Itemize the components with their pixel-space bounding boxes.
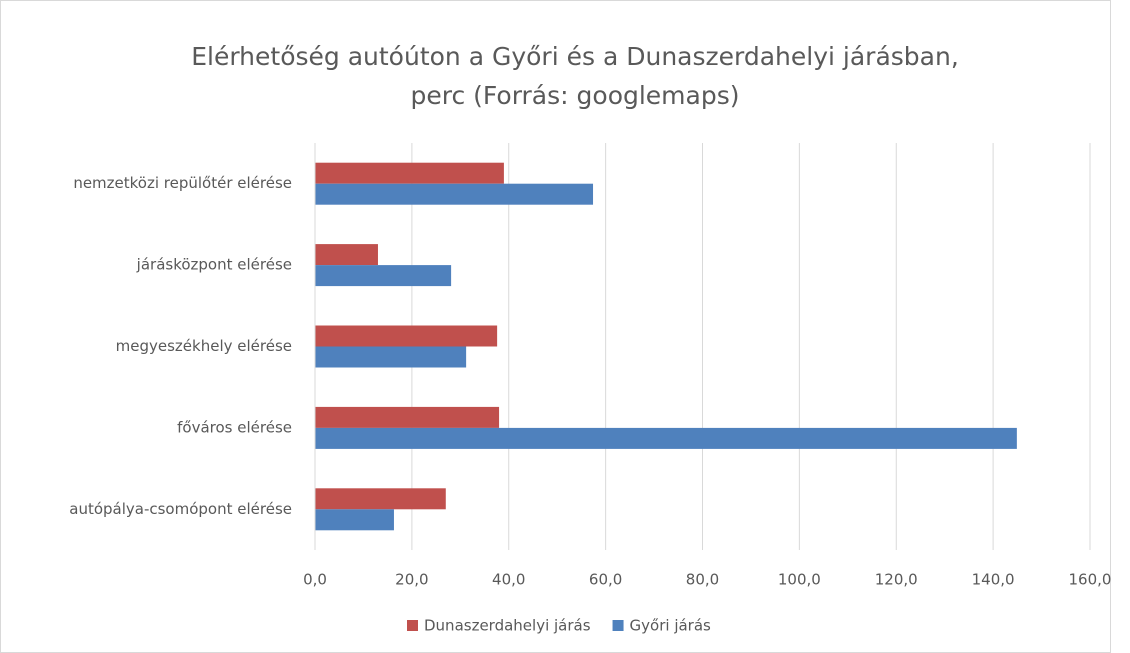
- x-tick-label: 140,0: [972, 571, 1015, 589]
- bar: [315, 427, 1017, 449]
- legend-label: Dunaszerdahelyi járás: [424, 617, 591, 635]
- bar: [315, 406, 500, 428]
- x-tick-label: 160,0: [1069, 571, 1112, 589]
- y-tick-label: autópálya-csomópont elérése: [69, 500, 292, 518]
- bar: [315, 265, 452, 287]
- x-tick-label: 40,0: [492, 571, 525, 589]
- chart-title: Elérhetőség autóúton a Győri és a Dunasz…: [191, 42, 959, 71]
- y-tick-label: nemzetközi repülőtér elérése: [73, 174, 292, 192]
- x-tick-label: 80,0: [686, 571, 719, 589]
- bar: [315, 162, 504, 184]
- legend-label: Győri járás: [630, 617, 711, 635]
- bar: [315, 325, 498, 347]
- x-tick-label: 0,0: [303, 571, 327, 589]
- y-tick-label: megyeszékhely elérése: [116, 337, 292, 355]
- chart-title: perc (Forrás: googlemaps): [410, 81, 739, 110]
- x-tick-label: 20,0: [395, 571, 428, 589]
- bar: [315, 183, 594, 205]
- bar: [315, 346, 467, 368]
- x-tick-label: 100,0: [778, 571, 821, 589]
- legend-swatch: [407, 620, 418, 631]
- bar: [315, 244, 378, 266]
- legend-swatch: [612, 620, 624, 631]
- x-tick-label: 60,0: [589, 571, 622, 589]
- y-tick-label: járásközpont elérése: [136, 256, 292, 274]
- bar: [315, 509, 394, 531]
- bar: [315, 488, 446, 510]
- y-tick-label: főváros elérése: [177, 418, 292, 436]
- x-tick-label: 120,0: [875, 571, 918, 589]
